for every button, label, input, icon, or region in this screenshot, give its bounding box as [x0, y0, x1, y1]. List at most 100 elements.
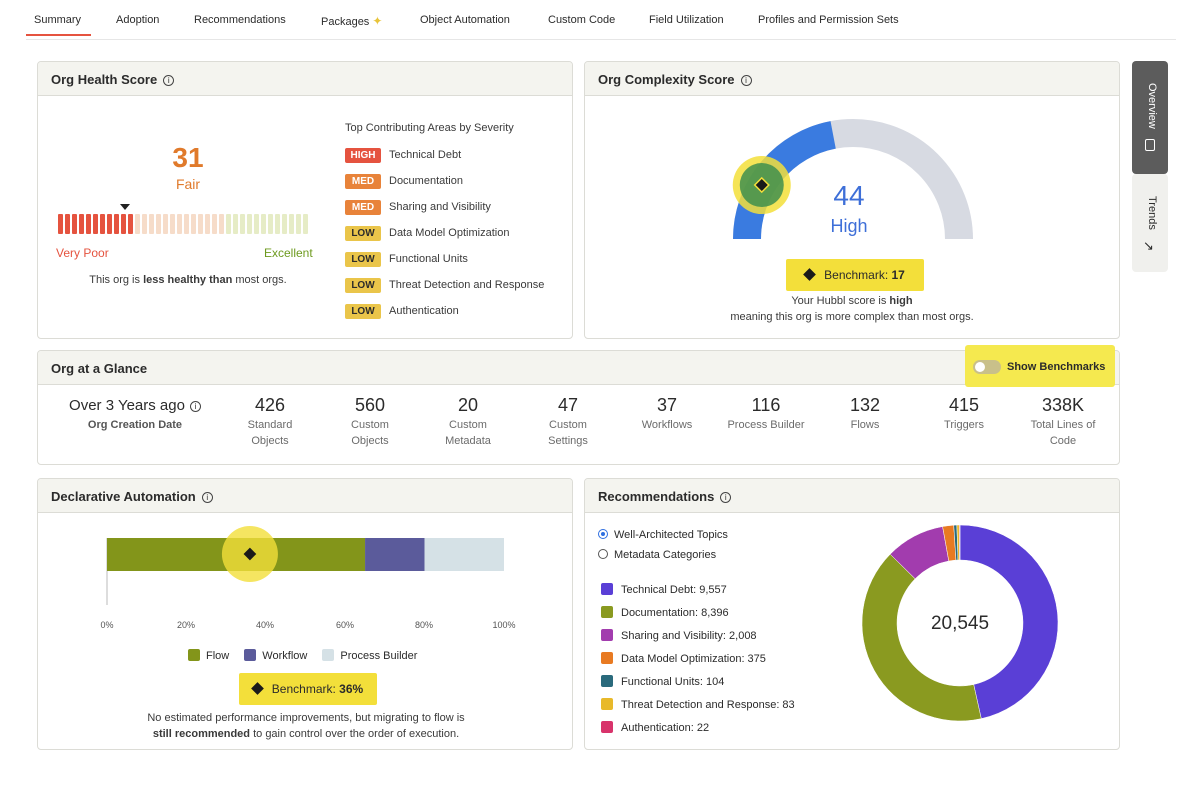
stat-value: 132: [849, 395, 881, 415]
info-icon[interactable]: i: [189, 401, 201, 412]
stat-label: Standard Objects: [247, 419, 293, 447]
severity-badge: HIGH: [345, 148, 381, 163]
info-icon[interactable]: i: [740, 75, 752, 86]
health-segment: [247, 214, 252, 234]
tab-profiles-permission-sets[interactable]: Profiles and Permission Sets: [758, 14, 899, 26]
radio-well-architected[interactable]: Well-Architected Topics: [598, 529, 728, 541]
area-row: LOW Authentication: [345, 304, 459, 322]
toggle-switch[interactable]: [973, 360, 1001, 374]
stat-label: Custom Metadata: [445, 419, 491, 447]
rec-item-label: Threat Detection and Response: 83: [621, 699, 795, 711]
legend-swatch-flow: [188, 649, 200, 661]
org-health-header: Org Health Score i: [38, 62, 572, 96]
health-segment: [289, 214, 294, 234]
donut-slice[interactable]: [959, 524, 961, 561]
rec-item: Technical Debt: 9,557: [601, 583, 727, 596]
health-segment: [65, 214, 70, 234]
stat-value: 338K: [1041, 395, 1085, 415]
legend-swatch-process-builder: [322, 649, 335, 661]
axis-tick: 80%: [414, 620, 433, 630]
side-tab-overview[interactable]: Overview: [1132, 61, 1168, 174]
stat-flows: 132 Flows: [835, 395, 895, 433]
radio-metadata-categories[interactable]: Metadata Categories: [598, 549, 716, 561]
toggle-label: Show Benchmarks: [1007, 361, 1106, 373]
legend-workflow: Workflow: [262, 650, 308, 662]
stat-label: Custom Settings: [548, 419, 588, 447]
health-segment: [100, 214, 105, 234]
complexity-score-label: High: [830, 216, 868, 236]
stat-value: 116: [751, 395, 781, 415]
severity-badge: MED: [345, 174, 381, 189]
tab-recommendations[interactable]: Recommendations: [194, 14, 286, 26]
automation-bar-chart: [106, 526, 504, 605]
tab-custom-code[interactable]: Custom Code: [548, 14, 616, 26]
health-note-suffix: most orgs.: [232, 274, 287, 286]
stat-label: Custom Objects: [351, 419, 389, 447]
legend-swatch: [601, 675, 613, 687]
declarative-note-2: still recommended to gain control over t…: [38, 728, 572, 740]
health-note-bold: less healthy than: [143, 274, 233, 286]
trend-icon: ↗: [1141, 240, 1157, 252]
complexity-note-1: Your Hubbl score is high: [585, 295, 1119, 307]
legend-swatch-workflow: [244, 649, 257, 661]
complexity-benchmark-badge: Benchmark: 17: [786, 259, 924, 291]
stat-custom-metadata: 20 Custom Metadata: [438, 395, 498, 449]
area-row: LOW Functional Units: [345, 252, 468, 270]
stat-label: Flows: [850, 419, 880, 431]
radio-selected-icon[interactable]: [598, 529, 608, 539]
info-icon[interactable]: i: [720, 492, 732, 503]
tab-field-utilization[interactable]: Field Utilization: [649, 14, 724, 26]
tab-adoption[interactable]: Adoption: [116, 14, 160, 26]
legend-swatch: [601, 606, 613, 618]
declarative-note-suffix: to gain control over the order of execut…: [250, 728, 460, 740]
complexity-note-2: meaning this org is more complex than mo…: [730, 311, 974, 323]
donut-slice[interactable]: [861, 553, 982, 722]
area-row: HIGH Technical Debt: [345, 148, 461, 166]
tab-object-automation[interactable]: Object Automation: [420, 14, 510, 26]
donut-slice[interactable]: [959, 524, 1059, 719]
rec-item: Sharing and Visibility: 2,008: [601, 629, 757, 642]
health-segment: [212, 214, 217, 234]
org-complexity-card: Org Complexity Score i 44 High Benchmark:…: [584, 61, 1120, 339]
health-segment: [191, 214, 196, 234]
areas-title: Top Contributing Areas by Severity: [345, 122, 514, 134]
area-name: Sharing and Visibility: [389, 201, 491, 213]
stat-label: Total Lines of Code: [1030, 419, 1096, 447]
stat-label: Process Builder: [727, 419, 805, 431]
health-low-label: Very Poor: [56, 246, 109, 260]
rec-item-label: Data Model Optimization: 375: [621, 653, 766, 665]
health-segment: [142, 214, 147, 234]
org-complexity-body: 44 High Benchmark: 17 Your Hubbl score i…: [585, 96, 1119, 338]
show-benchmarks-toggle[interactable]: Show Benchmarks: [965, 345, 1115, 387]
side-tab-trends[interactable]: Trends ↗: [1132, 174, 1168, 272]
tab-bar: Summary Adoption Recommendations Package…: [26, 0, 1176, 40]
info-icon[interactable]: i: [201, 492, 213, 503]
rec-item-label: Functional Units: 104: [621, 676, 725, 688]
recommendations-title: Recommendations: [598, 489, 715, 504]
health-segment: [135, 214, 140, 234]
area-name: Data Model Optimization: [389, 227, 510, 239]
tab-packages[interactable]: Packages ✦: [321, 14, 382, 28]
info-icon[interactable]: i: [163, 75, 175, 86]
stat-label: Triggers: [944, 419, 984, 431]
stat-label: Workflows: [641, 419, 693, 431]
area-name: Authentication: [389, 305, 459, 317]
sparkle-icon: ✦: [372, 14, 383, 28]
declarative-body: 0% 20% 40% 60% 80% 100% Flow Workflow Pr…: [38, 513, 572, 749]
rec-item: Data Model Optimization: 375: [601, 652, 766, 665]
automation-legend: Flow Workflow Process Builder: [188, 649, 417, 662]
stat-total-lines: 338K Total Lines of Code: [1023, 395, 1103, 449]
org-health-body: 31 Fair Very Poor Excellent This org is …: [38, 96, 572, 338]
org-glance-header: Org at a Glance: [38, 351, 1119, 385]
radio-icon[interactable]: [598, 549, 608, 559]
org-glance-title: Org at a Glance: [51, 361, 148, 376]
tab-summary[interactable]: Summary: [26, 14, 92, 36]
health-segment: [93, 214, 98, 234]
benchmark-value: 17: [891, 268, 905, 282]
side-tab-trends-label: Trends: [1146, 196, 1158, 230]
health-segment: [219, 214, 224, 234]
axis-tick: 40%: [255, 620, 274, 630]
area-row: LOW Data Model Optimization: [345, 226, 509, 244]
stat-value: 37: [656, 395, 678, 415]
health-segment: [233, 214, 238, 234]
